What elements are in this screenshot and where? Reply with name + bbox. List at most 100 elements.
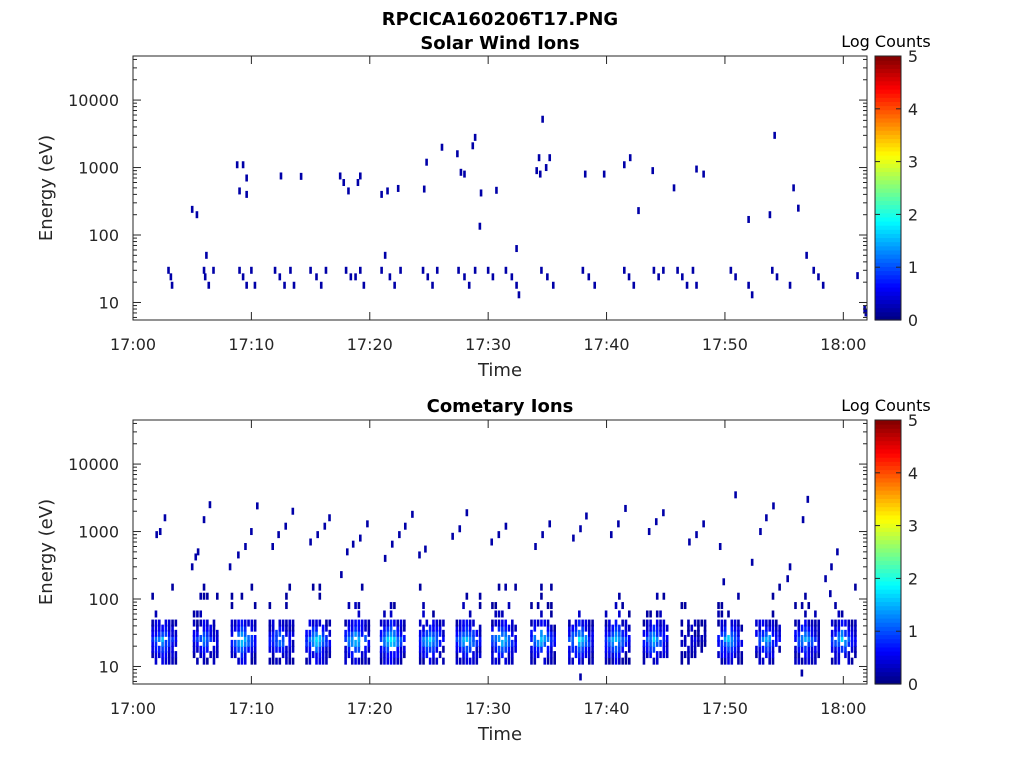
heatmap-cell <box>403 634 406 642</box>
heatmap-cell <box>253 619 257 627</box>
heatmap-cell <box>279 172 283 180</box>
heatmap-cell <box>399 266 402 274</box>
heatmap-cell <box>553 651 556 659</box>
heatmap-cell <box>618 610 621 618</box>
heatmap-cell <box>278 645 282 653</box>
heatmap-cell <box>810 639 814 647</box>
heatmap-cell <box>536 645 540 653</box>
heatmap-cell <box>792 184 795 192</box>
x-tick-label: 17:40 <box>583 699 629 718</box>
heatmap-cell <box>308 651 312 659</box>
heatmap-cell <box>624 624 628 632</box>
heatmap-cell <box>438 629 442 637</box>
heatmap-cell <box>581 657 584 665</box>
heatmap-cell <box>278 624 282 632</box>
heatmap-cell <box>351 540 355 548</box>
heatmap-cell <box>475 629 479 637</box>
heatmap-cell <box>621 602 624 610</box>
heatmap-cell <box>543 657 547 665</box>
heatmap-cell <box>247 645 250 653</box>
heatmap-cell <box>624 651 628 659</box>
heatmap-cell <box>755 645 758 653</box>
heatmap-cell <box>540 639 543 647</box>
colorbar-tick-label: 5 <box>908 411 918 430</box>
heatmap-cell <box>758 624 762 632</box>
heatmap-cell <box>169 273 173 281</box>
heatmap-cell <box>814 619 817 627</box>
heatmap-cell <box>240 619 244 627</box>
heatmap-cell <box>275 645 278 653</box>
heatmap-cell <box>578 634 581 642</box>
heatmap-cell <box>281 651 285 659</box>
heatmap-cell <box>537 154 541 162</box>
heatmap-cell <box>740 657 744 665</box>
figure-title: RPCICA160206T17.PNG <box>382 9 618 30</box>
heatmap-cell <box>608 645 611 653</box>
heatmap-cell <box>717 634 720 642</box>
heatmap-cell <box>578 639 581 647</box>
heatmap-cell <box>553 629 556 637</box>
heatmap-cell <box>167 645 171 653</box>
heatmap-cell <box>662 629 666 637</box>
heatmap-cell <box>765 629 768 637</box>
heatmap-cell <box>837 624 841 632</box>
heatmap-cell <box>167 651 171 659</box>
colorbar-tick-label: 4 <box>908 100 918 119</box>
heatmap-cell <box>514 624 517 632</box>
heatmap-cell <box>530 645 533 653</box>
heatmap-cell <box>271 624 275 632</box>
heatmap-cell <box>398 531 401 539</box>
heatmap-cell <box>578 629 581 637</box>
heatmap-cell <box>208 501 212 509</box>
heatmap-cell <box>199 610 203 618</box>
heatmap-cell <box>553 639 556 647</box>
heatmap-cell <box>315 273 318 281</box>
heatmap-cell <box>253 639 257 647</box>
heatmap-cell <box>151 592 154 600</box>
heatmap-cell <box>275 634 278 642</box>
heatmap-cell <box>386 624 390 632</box>
heatmap-cell <box>478 592 482 600</box>
heatmap-cell <box>281 634 285 642</box>
heatmap-cell <box>271 639 275 647</box>
heatmap-cell <box>472 634 475 642</box>
heatmap-cell <box>533 657 537 665</box>
heatmap-cell <box>844 645 847 653</box>
heatmap-cell <box>475 657 479 665</box>
heatmap-cell <box>399 634 403 642</box>
heatmap-cell <box>830 639 834 647</box>
heatmap-cell <box>403 651 406 659</box>
heatmap-cell <box>422 185 426 193</box>
heatmap-cell <box>240 657 244 665</box>
heatmap-cell <box>775 273 779 281</box>
heatmap-cell <box>354 619 357 627</box>
heatmap-cell <box>164 619 168 627</box>
heatmap-cell <box>623 266 626 274</box>
heatmap-cell <box>418 634 422 642</box>
heatmap-cell <box>192 651 196 659</box>
heatmap-cell <box>697 619 700 627</box>
heatmap-cell <box>475 639 479 647</box>
heatmap-cell <box>354 602 357 610</box>
heatmap-cell <box>360 583 364 591</box>
colorbar-tick-label: 1 <box>908 622 918 641</box>
heatmap-cell <box>807 619 811 627</box>
heatmap-cell <box>491 273 495 281</box>
heatmap-cell <box>347 187 350 195</box>
heatmap-cell <box>455 629 459 637</box>
heatmap-cell <box>591 629 594 637</box>
heatmap-cell <box>253 281 257 289</box>
heatmap-cell <box>367 624 371 632</box>
heatmap-cell <box>778 583 781 591</box>
heatmap-cell <box>278 639 282 647</box>
heatmap-cell <box>383 624 386 632</box>
heatmap-cell <box>497 657 501 665</box>
heatmap-cell <box>325 657 328 665</box>
heatmap-cell <box>649 651 652 659</box>
heatmap-cell <box>717 639 720 647</box>
heatmap-cell <box>347 634 351 642</box>
heatmap-cell <box>349 273 353 281</box>
heatmap-cell <box>288 583 292 591</box>
heatmap-cell <box>720 645 724 653</box>
heatmap-cell <box>727 639 730 647</box>
